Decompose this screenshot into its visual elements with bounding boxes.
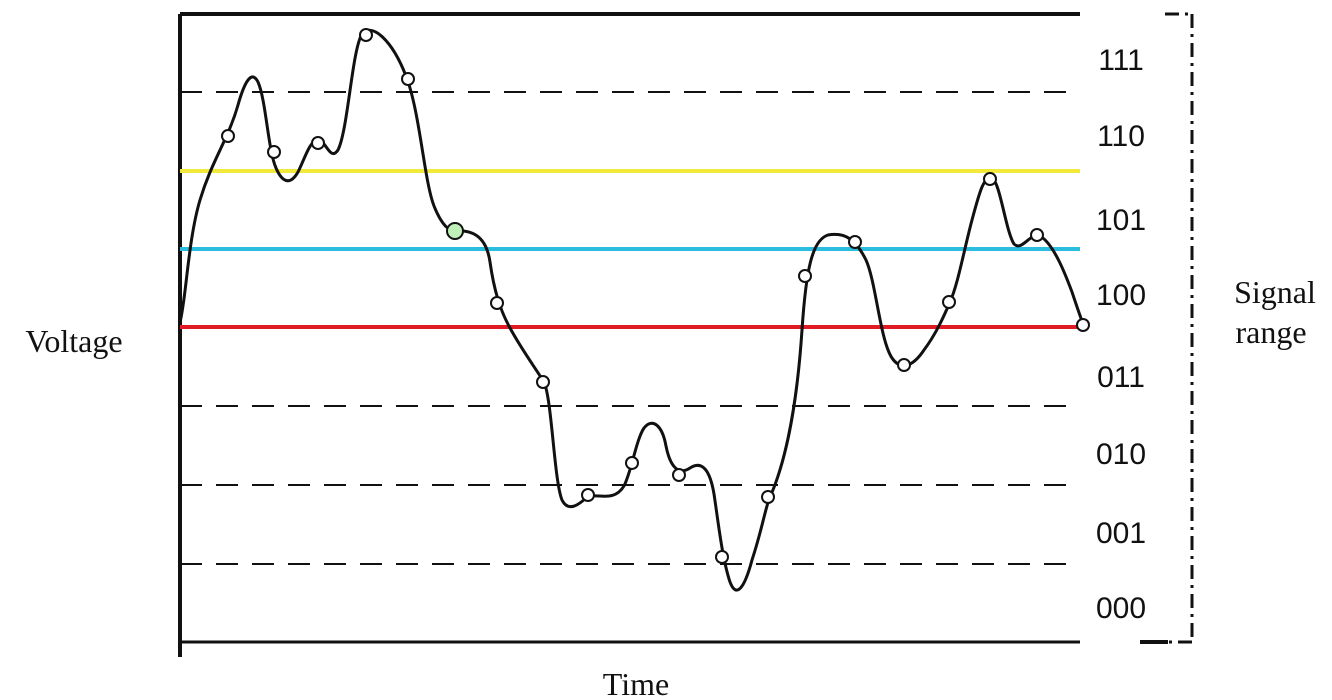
- level-label-010: 010: [1096, 438, 1146, 471]
- y-axis-label: Voltage: [25, 323, 122, 359]
- sample-point: [401, 72, 415, 86]
- sample-point: [267, 145, 281, 159]
- sample-point: [536, 375, 550, 389]
- level-label-000: 000: [1096, 592, 1146, 625]
- level-label-100: 100: [1096, 279, 1146, 312]
- sample-point: [672, 468, 686, 482]
- sample-point: [581, 488, 595, 502]
- level-gridlines: [180, 91, 1080, 565]
- signal-range-label-line1: Signal: [1234, 274, 1316, 310]
- x-axis-label: Time: [603, 666, 669, 700]
- signal-range-bracket: [1140, 12, 1194, 644]
- sample-point: [221, 129, 235, 143]
- sample-point-highlighted: [446, 222, 464, 240]
- sample-point: [897, 358, 911, 372]
- sample-point: [1030, 228, 1044, 242]
- sample-point: [848, 235, 862, 249]
- sample-points: [221, 28, 1090, 564]
- sample-point: [983, 172, 997, 186]
- level-label-011: 011: [1097, 361, 1145, 394]
- sample-point: [1076, 318, 1090, 332]
- sample-point: [798, 269, 812, 283]
- sample-point: [942, 295, 956, 309]
- sample-point: [715, 550, 729, 564]
- sample-point: [761, 490, 775, 504]
- level-label-110: 110: [1097, 120, 1145, 153]
- signal-curve: [178, 28, 1086, 592]
- sample-point: [359, 28, 373, 42]
- sample-point: [490, 296, 504, 310]
- level-label-111: 111: [1098, 44, 1144, 77]
- signal-range-label-line2: range: [1235, 314, 1306, 350]
- level-label-001: 001: [1096, 517, 1146, 550]
- sample-point: [311, 136, 325, 150]
- sample-point: [625, 456, 639, 470]
- level-label-101: 101: [1096, 204, 1146, 237]
